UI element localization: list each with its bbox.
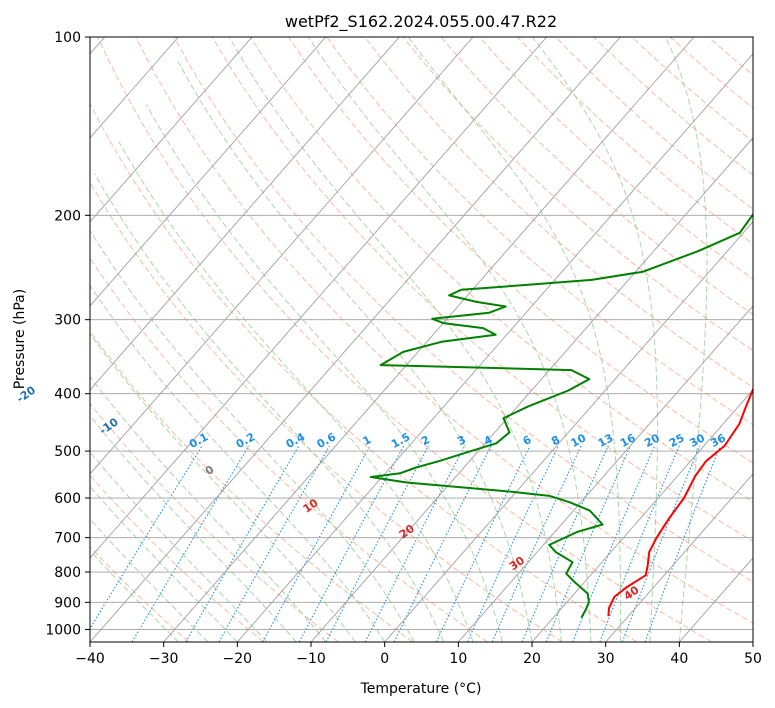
dry-adiabat xyxy=(90,102,638,642)
mixing-ratio-line xyxy=(621,445,701,642)
mixing-ratio-line xyxy=(572,445,656,642)
moist-adiabat xyxy=(90,415,297,642)
moist-adiabat xyxy=(90,451,268,642)
mixing-ratio-label: 16 xyxy=(618,431,638,450)
axis-ticks: −40 −30 −20 −10 0 10 20 30 40 50 100 200 300 400 500 60… xyxy=(45,30,762,667)
y-tick-label: 400 xyxy=(54,387,81,403)
dry-adiabat xyxy=(90,257,488,642)
mixing-ratio-line xyxy=(644,445,721,642)
isotherm-line xyxy=(90,37,548,559)
mixing-ratio-line xyxy=(90,445,203,630)
y-tick-label: 900 xyxy=(54,595,81,611)
y-tick-label: 700 xyxy=(54,531,81,547)
moist-adiabat xyxy=(665,37,708,642)
isotherm-line xyxy=(90,37,327,307)
dry-adiabat xyxy=(90,181,563,642)
isotherm-line xyxy=(90,37,474,475)
isotherm-line xyxy=(531,389,753,642)
dewpoint-profile xyxy=(369,212,753,619)
mixing-ratio-line xyxy=(218,445,330,642)
y-tick-label: 600 xyxy=(54,491,81,507)
x-tick-label: −10 xyxy=(296,651,326,667)
plot-frame xyxy=(89,36,754,643)
mixing-ratio-label: 13 xyxy=(596,431,616,450)
dry-adiabat xyxy=(288,37,753,464)
isotherm-line xyxy=(605,473,753,642)
dry-adiabat xyxy=(402,37,753,352)
mixing-ratio-label: 20 xyxy=(642,431,662,450)
plot-background xyxy=(90,37,753,642)
moist-adiabat xyxy=(307,37,592,642)
x-tick-label: −40 xyxy=(75,651,105,667)
mixing-ratio-line xyxy=(599,445,680,642)
moist-adiabat xyxy=(228,37,562,642)
isotherm-line xyxy=(310,137,753,642)
isotherm-line xyxy=(752,641,753,642)
isotherm-line xyxy=(457,305,753,642)
isotherm-line xyxy=(163,37,695,642)
isotherm-line xyxy=(90,37,621,642)
x-tick-label: 0 xyxy=(380,651,389,667)
isotherm-line xyxy=(90,37,253,223)
moist-adiabat xyxy=(90,332,356,642)
dry-adiabat xyxy=(440,37,753,316)
x-tick-label: 50 xyxy=(744,651,762,667)
dry-adiabat xyxy=(173,37,753,583)
y-tick-label: 100 xyxy=(54,30,81,46)
mixing-ratio-label: 36 xyxy=(708,431,728,450)
mixing-ratio-line xyxy=(491,445,582,642)
mixing-ratio-line xyxy=(131,445,250,642)
x-tick-label: −30 xyxy=(149,651,179,667)
x-tick-label: 30 xyxy=(597,651,615,667)
isotherm-line xyxy=(90,37,400,391)
dry-adiabat xyxy=(326,37,753,426)
y-axis-label: Pressure (hPa) xyxy=(12,289,28,389)
temperature-profile xyxy=(607,386,753,617)
mixing-ratio-line xyxy=(393,445,492,642)
y-tick-label: 800 xyxy=(54,565,81,581)
plot-area: -100-90-80-70-60-50-40-30-20-10010203040… xyxy=(14,36,754,643)
mixing-ratio-line xyxy=(185,445,300,642)
dry-adiabat xyxy=(90,402,339,642)
x-tick-label: 40 xyxy=(670,651,688,667)
y-tick-label: 300 xyxy=(54,313,81,329)
moist-adiabat xyxy=(532,37,659,642)
mixing-ratio-line xyxy=(545,445,631,642)
dry-adiabat xyxy=(135,37,753,624)
mixing-ratio-line xyxy=(262,445,371,642)
y-tick-label: 1000 xyxy=(45,622,81,638)
moist-adiabat xyxy=(177,61,533,642)
mixing-ratio-line xyxy=(435,445,531,642)
mixing-ratio-label: 30 xyxy=(687,431,707,450)
mixing-ratio-label: 25 xyxy=(667,431,687,450)
chart-title: wetPf2_S162.2024.055.00.47.R22 xyxy=(285,12,557,32)
x-tick-label: 10 xyxy=(449,651,467,667)
profile-layer xyxy=(369,212,753,619)
moist-adiabat xyxy=(94,173,445,642)
mixing-ratio-line xyxy=(364,445,466,642)
mixing-ratio-label: 10 xyxy=(569,431,589,450)
x-tick-label: −20 xyxy=(223,651,253,667)
moist-adiabat xyxy=(90,518,209,642)
moist-adiabat xyxy=(90,485,238,642)
x-tick-label: 20 xyxy=(523,651,541,667)
y-tick-label: 200 xyxy=(54,208,81,224)
isotherm-line xyxy=(384,221,753,642)
dry-adiabat xyxy=(97,37,712,642)
dry-adiabat xyxy=(90,474,264,642)
isotherm-line xyxy=(236,53,753,642)
x-axis-label: Temperature (°C) xyxy=(360,681,482,697)
mixing-ratio-line xyxy=(466,445,559,642)
mixing-ratio-line xyxy=(521,445,609,642)
y-tick-label: 500 xyxy=(54,444,81,460)
